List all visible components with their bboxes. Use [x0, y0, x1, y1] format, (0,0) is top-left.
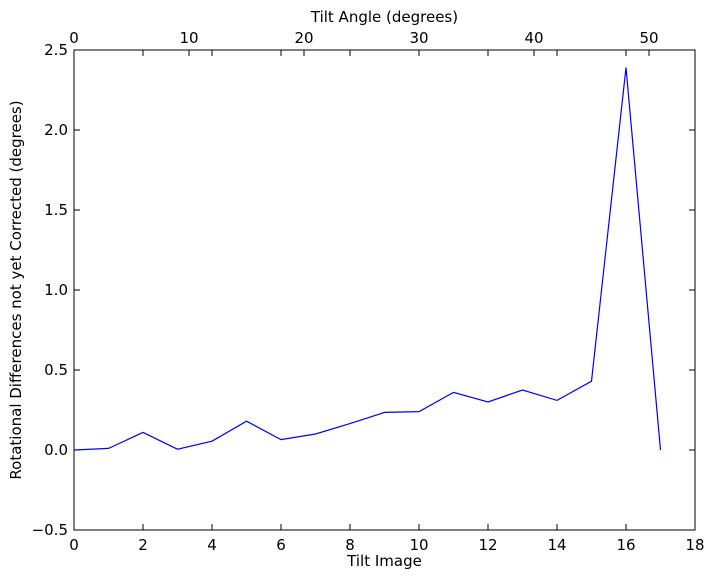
x-tick-label: 8: [345, 536, 355, 554]
x-tick-label: 18: [685, 536, 704, 554]
x-tick-label: 16: [616, 536, 635, 554]
y-tick-label: −0.5: [32, 521, 68, 539]
x-tick-label: 6: [276, 536, 286, 554]
x-tick-label: 2: [138, 536, 148, 554]
top-x-tick-label: 0: [69, 29, 79, 47]
top-x-tick-label: 20: [294, 29, 313, 47]
top-x-tick-label: 50: [639, 29, 658, 47]
top-x-tick-label: 30: [409, 29, 428, 47]
x-tick-label: 12: [478, 536, 497, 554]
plot-frame: [73, 49, 696, 531]
top-x-tick-label: 10: [179, 29, 198, 47]
plot-area: [74, 50, 695, 530]
y-tick-label: 0.5: [44, 361, 68, 379]
series-layer: [73, 67, 662, 451]
top-x-axis-title: Tilt Angle (degrees): [310, 8, 458, 26]
series-line: [73, 67, 662, 451]
y-tick-label: 1.5: [44, 201, 68, 219]
y-tick-label: 2.5: [44, 41, 68, 59]
top-x-tick-label: 40: [524, 29, 543, 47]
y-tick-label: 2.0: [44, 121, 68, 139]
x-tick-label: 10: [409, 536, 428, 554]
x-tick-label: 14: [547, 536, 566, 554]
x-axis-title: Tilt Image: [346, 552, 422, 570]
y-tick-label: 0.0: [44, 441, 68, 459]
y-tick-label: 1.0: [44, 281, 68, 299]
x-tick-label: 0: [69, 536, 79, 554]
axis-tick-labels: 0 2 4 6 8 10 12 14 16 18 0 10 20 30 40 50 −0.5 0.0 0.5 1.0 1…: [32, 29, 705, 554]
y-axis-title: Rotational Differences not yet Corrected…: [7, 100, 25, 479]
x-tick-label: 4: [207, 536, 217, 554]
